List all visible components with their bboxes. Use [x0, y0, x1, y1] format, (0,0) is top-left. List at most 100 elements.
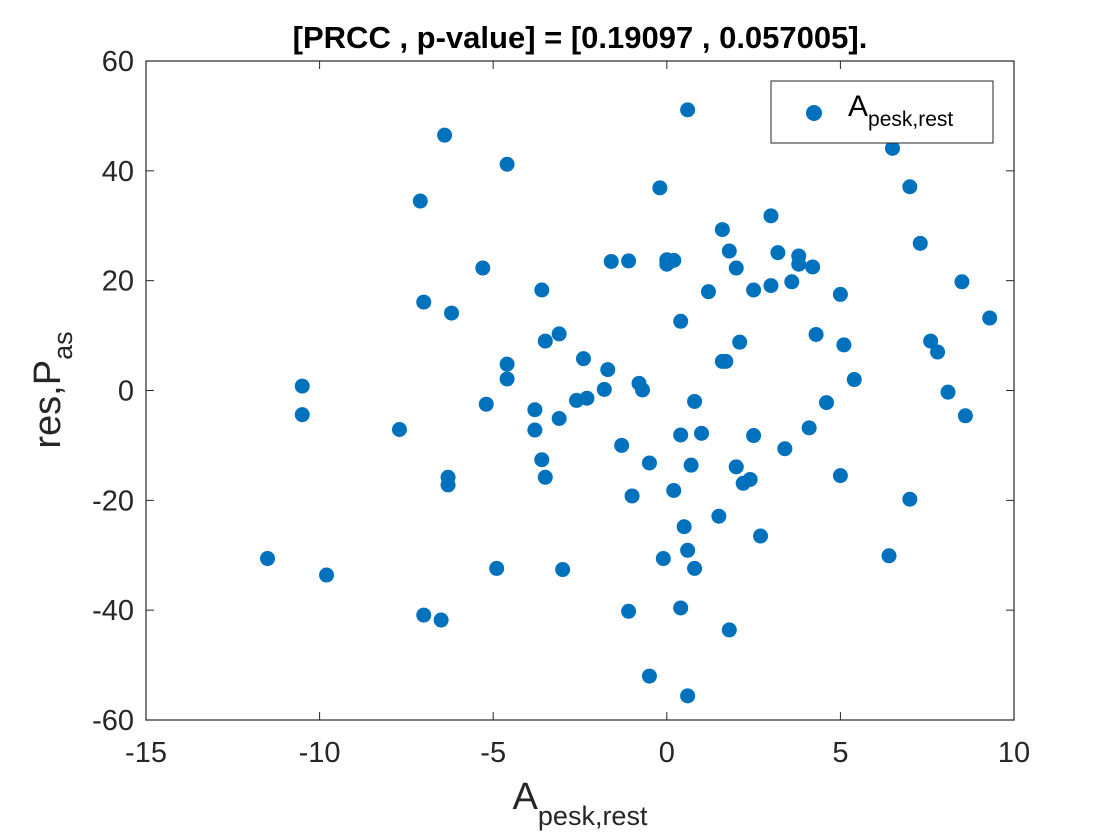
scatter-point	[902, 179, 918, 195]
scatter-point	[537, 333, 553, 349]
scatter-point	[808, 326, 824, 342]
scatter-point	[721, 622, 737, 638]
scatter-point	[600, 362, 616, 378]
scatter-point	[673, 313, 689, 329]
scatter-point	[746, 428, 762, 444]
legend-marker	[806, 105, 822, 121]
x-tick-label: 5	[832, 737, 848, 769]
scatter-point	[912, 235, 928, 251]
scatter-point	[489, 560, 505, 576]
scatter-point	[534, 282, 550, 298]
scatter-point	[596, 381, 612, 397]
x-tick-label: 10	[998, 737, 1030, 769]
scatter-point	[902, 491, 918, 507]
scatter-point	[294, 407, 310, 423]
scatter-point	[534, 452, 550, 468]
x-tick-label: -5	[480, 737, 506, 769]
scatter-point	[957, 408, 973, 424]
chart-title: [PRCC , p-value] = [0.19097 , 0.057005].	[293, 20, 868, 55]
scatter-point	[416, 607, 432, 623]
scatter-point	[718, 353, 734, 369]
scatter-point	[728, 260, 744, 276]
x-tick-label: -10	[299, 737, 341, 769]
scatter-point	[763, 208, 779, 224]
scatter-point	[551, 411, 567, 427]
scatter-point	[676, 519, 692, 535]
y-axis-ticks: -60 -40 -20 0 20 40 60	[92, 46, 1014, 737]
scatter-point	[551, 326, 567, 342]
data-points	[260, 102, 998, 704]
scatter-point	[673, 600, 689, 616]
scatter-point	[673, 427, 689, 443]
x-axis-label-sub: pesk,rest	[538, 801, 648, 831]
scatter-point	[763, 278, 779, 294]
scatter-point	[746, 282, 762, 298]
y-tick-label: -40	[92, 595, 134, 627]
x-axis-label-main: A	[513, 776, 539, 818]
scatter-point	[728, 459, 744, 475]
scatter-point	[832, 286, 848, 302]
scatter-point	[652, 180, 668, 196]
y-axis-label-sub: as	[48, 331, 78, 360]
scatter-point	[527, 422, 543, 438]
scatter-point	[666, 482, 682, 498]
scatter-point	[801, 420, 817, 436]
scatter-point	[499, 156, 515, 172]
scatter-point	[527, 402, 543, 418]
plot-area-frame	[145, 60, 1015, 721]
scatter-point	[499, 356, 515, 372]
scatter-point	[624, 488, 640, 504]
scatter-point	[444, 305, 460, 321]
x-tick-label: -15	[125, 737, 167, 769]
scatter-point	[784, 274, 800, 290]
scatter-point	[777, 441, 793, 457]
x-axis-label: Apesk,rest	[513, 776, 648, 831]
scatter-point	[805, 259, 821, 275]
scatter-point	[575, 351, 591, 367]
scatter-point	[440, 477, 456, 493]
scatter-point	[982, 310, 998, 326]
y-tick-label: 0	[118, 376, 134, 408]
scatter-point	[940, 384, 956, 400]
scatter-point	[832, 468, 848, 484]
scatter-point	[416, 294, 432, 310]
scatter-point	[579, 390, 595, 406]
scatter-point	[499, 371, 515, 387]
y-tick-label: 40	[102, 156, 134, 188]
y-tick-label: -20	[92, 485, 134, 517]
scatter-point	[742, 471, 758, 487]
scatter-point	[711, 508, 727, 524]
legend-label-sub: pesk,rest	[868, 108, 953, 131]
y-axis-label: res,Pas	[27, 331, 78, 448]
scatter-point	[655, 551, 671, 567]
scatter-point	[954, 274, 970, 290]
scatter-point	[687, 560, 703, 576]
scatter-point	[753, 528, 769, 544]
scatter-point	[881, 548, 897, 564]
scatter-point	[621, 253, 637, 269]
scatter-point	[680, 102, 696, 118]
scatter-point	[683, 457, 699, 473]
scatter-point	[475, 260, 491, 276]
x-tick-label: 0	[659, 737, 675, 769]
scatter-point	[433, 612, 449, 628]
scatter-point	[687, 393, 703, 409]
scatter-point	[700, 284, 716, 300]
scatter-point	[641, 455, 657, 471]
scatter-point	[603, 253, 619, 269]
scatter-point	[634, 382, 650, 398]
scatter-point	[621, 603, 637, 619]
scatter-point	[714, 222, 730, 238]
scatter-point	[732, 334, 748, 350]
scatter-point	[791, 248, 807, 264]
scatter-point	[819, 395, 835, 411]
scatter-point	[319, 567, 335, 583]
scatter-point	[721, 243, 737, 259]
scatter-point	[478, 396, 494, 412]
scatter-point	[680, 688, 696, 704]
scatter-point	[614, 437, 630, 453]
scatter-point	[836, 337, 852, 353]
scatter-point	[770, 245, 786, 261]
scatter-point	[437, 127, 453, 143]
